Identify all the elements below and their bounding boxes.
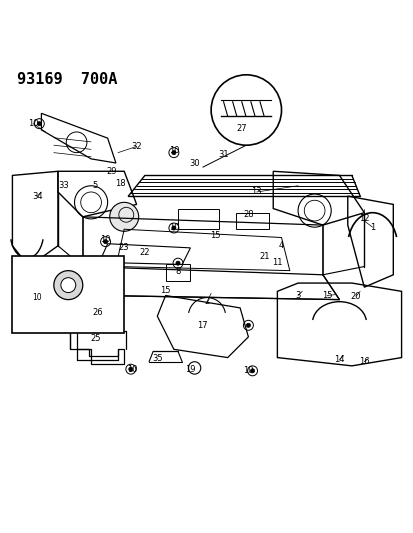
Bar — [12, 256, 124, 333]
Circle shape — [246, 323, 250, 327]
Bar — [165, 264, 190, 281]
Text: 29: 29 — [106, 167, 117, 176]
Bar — [235, 213, 268, 229]
Text: 2: 2 — [204, 297, 209, 306]
Text: 21: 21 — [259, 253, 270, 262]
Text: 27: 27 — [236, 124, 247, 133]
Text: 12: 12 — [358, 214, 369, 223]
Circle shape — [61, 278, 76, 293]
Text: 10: 10 — [28, 119, 38, 128]
Text: 13: 13 — [251, 188, 261, 197]
Text: 23: 23 — [119, 244, 129, 252]
Circle shape — [211, 75, 281, 145]
Text: 32: 32 — [131, 142, 142, 151]
Text: 35: 35 — [152, 354, 162, 363]
Circle shape — [171, 226, 176, 230]
Text: 19: 19 — [185, 366, 195, 375]
Text: 10: 10 — [168, 146, 179, 155]
Text: 10: 10 — [75, 269, 86, 278]
Text: 10: 10 — [168, 223, 179, 232]
Text: 16: 16 — [358, 357, 369, 366]
Circle shape — [109, 203, 138, 231]
Text: 22: 22 — [139, 247, 150, 256]
Text: 10: 10 — [127, 366, 138, 375]
Text: 27: 27 — [234, 111, 245, 120]
Text: 26: 26 — [92, 310, 102, 319]
Circle shape — [128, 367, 133, 372]
Text: 10: 10 — [32, 293, 42, 302]
Text: 10: 10 — [242, 366, 253, 375]
Bar — [178, 208, 219, 229]
Text: 3: 3 — [295, 291, 300, 300]
Circle shape — [78, 271, 83, 275]
Text: 1: 1 — [369, 223, 374, 232]
Text: 25: 25 — [90, 334, 100, 343]
Text: 28: 28 — [242, 210, 253, 219]
Text: 24: 24 — [24, 262, 34, 271]
Text: 20: 20 — [350, 292, 361, 301]
Text: 30: 30 — [189, 158, 199, 167]
Text: 4: 4 — [278, 241, 283, 251]
Text: 34: 34 — [32, 192, 43, 200]
Text: 93169  700A: 93169 700A — [17, 72, 116, 87]
Text: 10: 10 — [100, 235, 111, 244]
Text: 11: 11 — [271, 258, 282, 267]
Text: 31: 31 — [218, 150, 228, 159]
Circle shape — [250, 369, 254, 373]
Text: 33: 33 — [59, 181, 69, 190]
Circle shape — [37, 122, 41, 126]
Text: 15: 15 — [321, 291, 332, 300]
Text: 26: 26 — [92, 308, 102, 317]
Text: 17: 17 — [197, 321, 208, 330]
Circle shape — [103, 240, 107, 244]
Circle shape — [54, 271, 83, 300]
Text: 15: 15 — [209, 231, 220, 240]
Text: 5: 5 — [93, 181, 97, 190]
Circle shape — [171, 151, 176, 155]
Text: 18: 18 — [114, 179, 125, 188]
Text: 14: 14 — [333, 355, 344, 364]
Circle shape — [176, 261, 180, 265]
Text: 8: 8 — [175, 268, 180, 277]
Text: 15: 15 — [160, 286, 171, 295]
